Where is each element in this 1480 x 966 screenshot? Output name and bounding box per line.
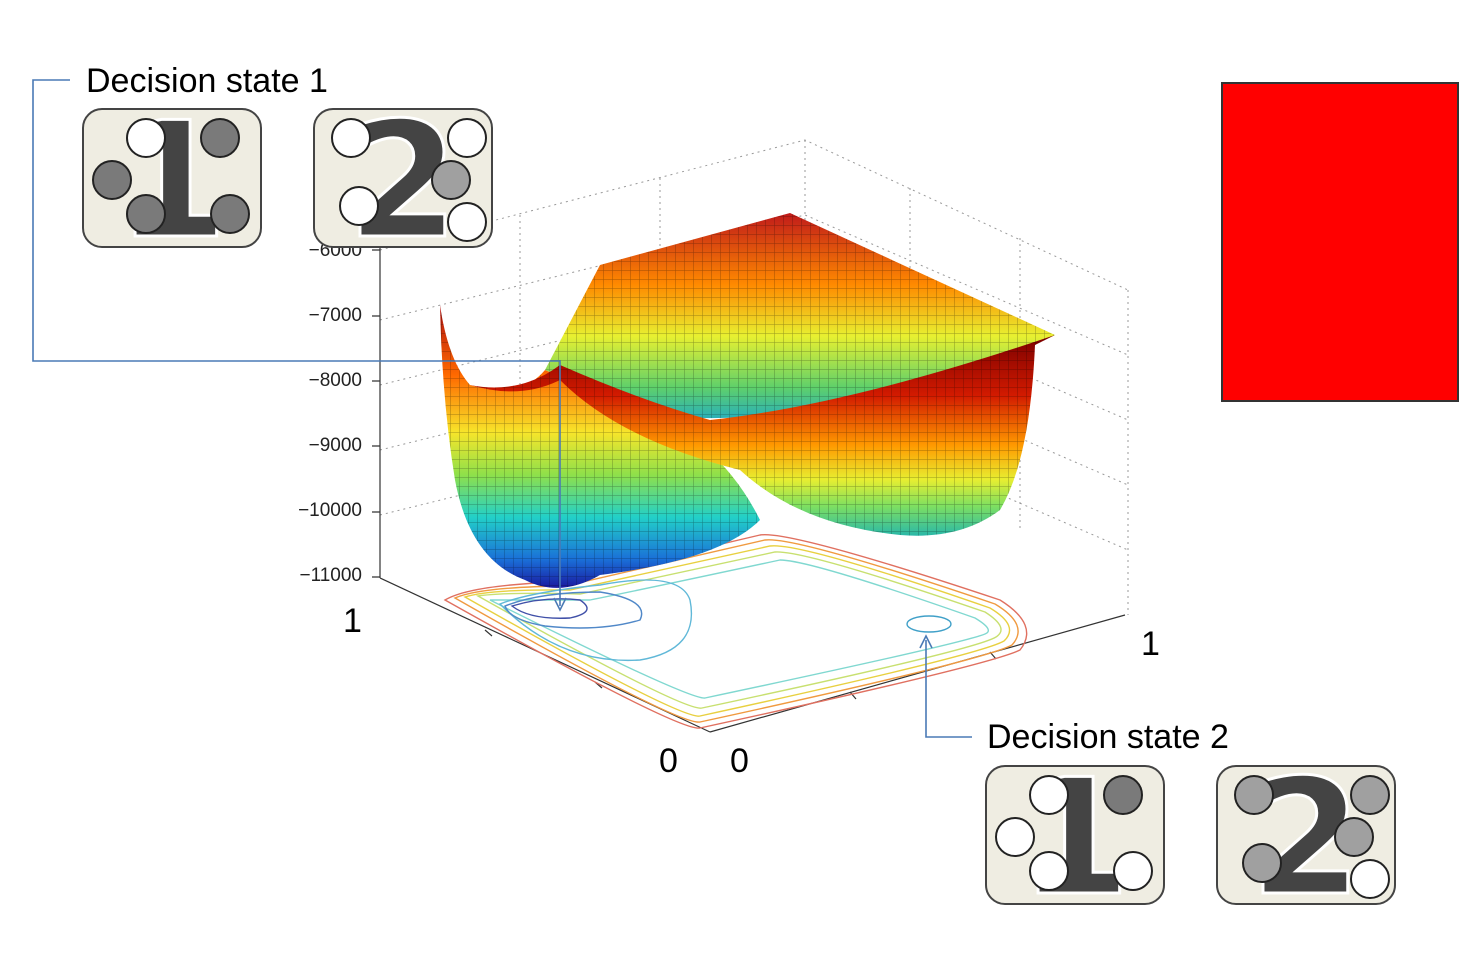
disc-gray — [92, 160, 132, 200]
disc-white — [447, 118, 487, 158]
disc-gray — [1103, 775, 1143, 815]
axis-label-right-one: 1 — [1141, 625, 1160, 663]
z-tick-label: −9000 — [308, 435, 362, 456]
disc-white — [339, 186, 379, 226]
option-tile-2: 2 — [313, 108, 493, 248]
decision-state-2-label: Decision state 2 — [987, 718, 1229, 756]
option-tile-2: 2 — [1216, 765, 1396, 905]
disc-lightgray — [1350, 775, 1390, 815]
z-tick-label: −8000 — [308, 370, 362, 391]
disc-gray — [126, 194, 166, 234]
decision-state-1-label: Decision state 1 — [86, 62, 328, 100]
disc-white — [1029, 775, 1069, 815]
connector-state-1 — [32, 79, 567, 612]
disc-white — [1113, 851, 1153, 891]
disc-white — [126, 118, 166, 158]
axis-label-right-zero: 0 — [730, 742, 749, 780]
disc-lightgray — [1234, 775, 1274, 815]
axis-label-left-zero: 0 — [659, 742, 678, 780]
disc-white — [1350, 859, 1390, 899]
disc-lightgray — [1242, 843, 1282, 883]
option-tile-1: 1 — [82, 108, 262, 248]
disc-gray — [200, 118, 240, 158]
connector-state-2 — [919, 634, 972, 738]
disc-white — [1029, 851, 1069, 891]
z-tick-label: −10000 — [298, 500, 362, 521]
disc-lightgray — [431, 160, 471, 200]
disc-gray — [210, 194, 250, 234]
z-tick-label: −7000 — [308, 305, 362, 326]
disc-white — [447, 202, 487, 242]
axis-label-left-one: 1 — [343, 602, 362, 640]
disc-white — [331, 118, 371, 158]
disc-lightgray — [1334, 817, 1374, 857]
option-tile-1: 1 — [985, 765, 1165, 905]
red-rectangle — [1221, 82, 1459, 402]
z-axis — [372, 245, 381, 578]
disc-white — [995, 817, 1035, 857]
z-tick-label: −11000 — [299, 565, 362, 586]
